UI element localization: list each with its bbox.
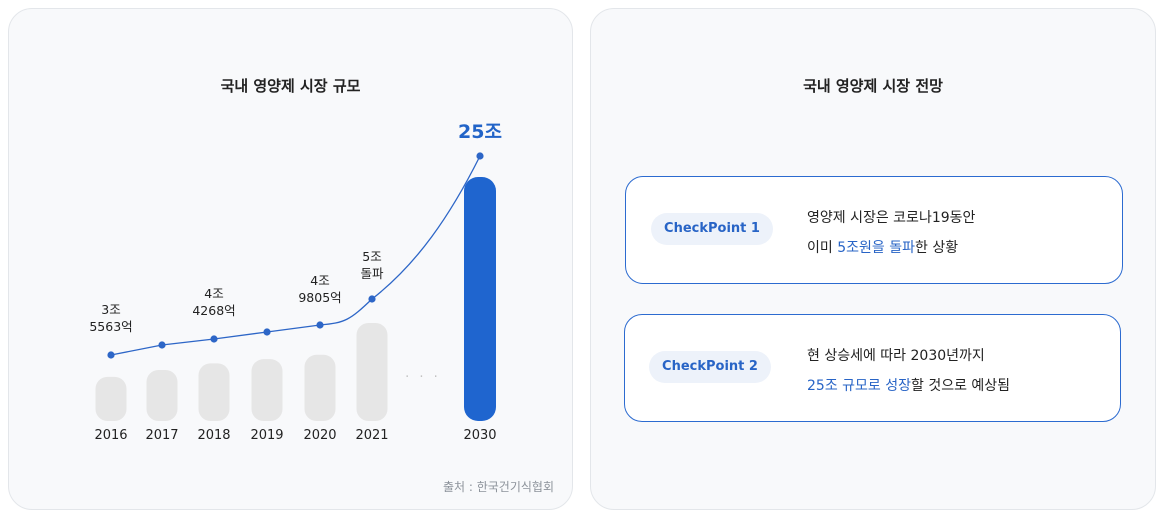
trend-line bbox=[110, 155, 481, 356]
data-label-2021: 돌파 bbox=[360, 266, 384, 281]
bar-2021 bbox=[356, 323, 388, 421]
bar-2017 bbox=[146, 370, 178, 421]
highlight-text: 5조원을 돌파 bbox=[837, 240, 915, 256]
checkpoint-line-1: 영양제 시장은 코로나19동안 bbox=[807, 210, 976, 226]
line-suffix: 할 것으로 예상됨 bbox=[911, 378, 1011, 394]
checkpoint-card-2: CheckPoint 2 현 상승세에 따라 2030년까지 25조 규모로 성… bbox=[624, 314, 1121, 422]
x-tick-2019: 2019 bbox=[250, 428, 283, 443]
checkpoint-badge: CheckPoint 1 bbox=[651, 213, 773, 245]
point-2019 bbox=[263, 328, 271, 336]
chart-title: 국내 영양제 시장 규모 bbox=[220, 77, 361, 95]
x-tick-2021: 2021 bbox=[355, 428, 388, 443]
market-outlook-panel: 국내 영양제 시장 전망 CheckPoint 1 영양제 시장은 코로나19동… bbox=[590, 8, 1156, 510]
data-label-2016: 5563억 bbox=[89, 319, 132, 334]
x-tick-2030: 2030 bbox=[463, 428, 496, 443]
checkpoint-text: 현 상승세에 따라 2030년까지 25조 규모로 성장할 것으로 예상됨 bbox=[807, 341, 1010, 401]
bar-2020 bbox=[304, 354, 336, 421]
data-label-2016: 3조 bbox=[101, 302, 120, 317]
checkpoint-badge: CheckPoint 2 bbox=[649, 351, 771, 383]
point-2020 bbox=[316, 321, 324, 329]
line-suffix: 한 상황 bbox=[914, 240, 959, 256]
checkpoint-card-1: CheckPoint 1 영양제 시장은 코로나19동안 이미 5조원을 돌파한… bbox=[625, 176, 1123, 284]
data-label-2020: 4조 bbox=[310, 273, 329, 288]
x-tick-2017: 2017 bbox=[145, 428, 178, 443]
x-tick-2016: 2016 bbox=[94, 428, 127, 443]
x-tick-2018: 2018 bbox=[197, 428, 230, 443]
checkpoint-text: 영양제 시장은 코로나19동안 이미 5조원을 돌파한 상황 bbox=[807, 203, 975, 263]
checkpoint-line-2: 25조 규모로 성장할 것으로 예상됨 bbox=[807, 371, 1010, 401]
outlook-title: 국내 영양제 시장 전망 bbox=[803, 77, 943, 95]
bar-2019 bbox=[251, 359, 283, 421]
point-2017 bbox=[158, 341, 166, 349]
checkpoint-line-1: 현 상승세에 따라 2030년까지 bbox=[807, 348, 985, 364]
point-2018 bbox=[210, 335, 218, 343]
line-prefix: 이미 bbox=[807, 240, 838, 256]
bar-2030 bbox=[464, 177, 496, 421]
x-tick-2020: 2020 bbox=[303, 428, 336, 443]
data-label-2021: 5조 bbox=[362, 249, 381, 264]
checkpoint-line-2: 이미 5조원을 돌파한 상황 bbox=[807, 233, 975, 263]
data-label-2030: 25조 bbox=[458, 121, 502, 143]
data-label-2018: 4268억 bbox=[192, 303, 235, 318]
source-note: 출처 : 한국건기식협회 bbox=[442, 480, 554, 494]
point-2030 bbox=[476, 152, 484, 160]
point-2016 bbox=[107, 351, 115, 359]
highlight-text: 25조 규모로 성장 bbox=[807, 378, 911, 394]
bar-2016 bbox=[95, 376, 127, 421]
data-label-2018: 4조 bbox=[204, 286, 223, 301]
data-label-2020: 9805억 bbox=[298, 290, 341, 305]
point-2021 bbox=[368, 295, 376, 303]
gap-marker: · · · bbox=[405, 370, 441, 385]
bar-2018 bbox=[198, 363, 230, 421]
